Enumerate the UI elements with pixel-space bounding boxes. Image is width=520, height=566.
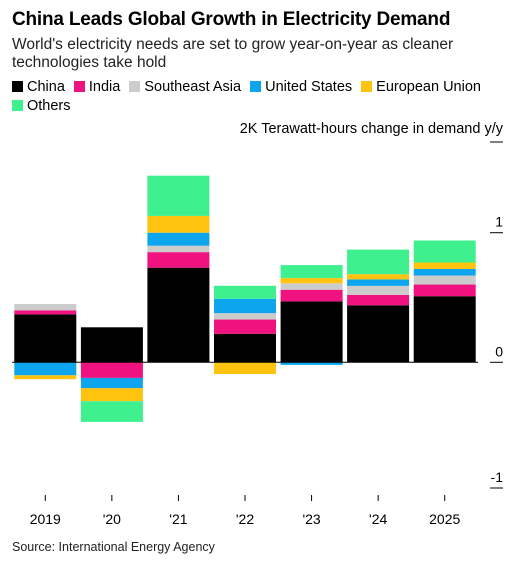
bar-china-20 [80,327,143,363]
bar-european-union-22 [214,362,276,374]
bar-china-23 [280,301,343,363]
legend-item-united-states: United States [250,78,352,97]
legend-label: Southeast Asia [144,79,242,95]
y-tick-label: 1 [495,214,503,230]
chart-subtitle: World's electricity needs are set to gro… [12,36,454,71]
x-tick-label: '20 [103,511,121,527]
x-tick-label: '23 [302,511,320,527]
x-tick-label: 2025 [429,511,460,527]
legend-swatch [129,81,141,92]
bar-others-21 [147,175,210,216]
legend-swatch [73,81,85,92]
bar-european-union-23 [280,278,343,284]
bar-china-2019 [14,314,77,363]
legend-swatch [12,81,23,92]
legend-label: Others [27,98,71,114]
bar-others-2025 [413,240,476,263]
bar-european-union-24 [347,274,410,280]
bar-united-states-22 [214,298,276,314]
bar-european-union-21 [147,215,210,233]
x-tick-label: 2019 [30,511,61,527]
bar-others-24 [347,249,410,275]
bar-china-22 [214,333,276,363]
bar-india-22 [214,319,276,334]
bar-others-23 [280,265,343,279]
bar-united-states-20 [80,377,143,389]
y-tick-label: 0 [495,343,503,359]
legend-swatch [12,100,23,111]
legend-item-southeast-asia: Southeast Asia [129,78,241,97]
x-tick-label: '21 [169,511,187,527]
bar-united-states-2025 [413,269,476,276]
bar-china-2025 [413,296,476,363]
stacked-bar-chart: 2019 '20 '21 '22 '23 '24 2025 1 0 -1 2K Terawatt-h… [12,121,504,527]
bar-india-23 [280,289,343,302]
legend-item-india: India [73,78,121,97]
bar-southeast-asia-22 [214,313,276,320]
legend-label: United States [265,79,353,95]
legend-item-china: China [12,78,65,97]
y-unit-label: 2K Terawatt-hours change in demand y/y [240,121,504,137]
bar-southeast-asia-2025 [413,275,476,285]
bar-european-union-2025 [413,262,476,269]
bar-china-21 [147,267,210,363]
bar-southeast-asia-21 [147,245,210,253]
bar-european-union-20 [80,388,143,402]
bar-india-2019 [14,310,77,315]
bar-india-2025 [413,284,476,297]
legend-item-european-union: European Union [361,78,481,97]
legend-item-others: Others [12,97,71,116]
legend-swatch [250,81,262,92]
bar-southeast-asia-23 [280,283,343,290]
bar-india-24 [347,294,410,306]
legend-swatch [361,81,373,92]
bar-china-24 [347,305,410,363]
bar-european-union-2019 [14,375,77,380]
bar-southeast-asia-24 [347,285,410,295]
legend-label: China [27,79,65,95]
bar-united-states-24 [347,279,410,286]
bar-others-22 [214,285,276,299]
x-tick-label: '22 [236,511,254,527]
bar-india-21 [147,252,210,268]
y-tick-label: -1 [491,469,504,485]
source-note: Source: International Energy Agency [12,540,215,554]
bar-others-20 [80,401,143,422]
bar-united-states-21 [147,232,210,246]
bar-india-20 [80,362,143,378]
bar-southeast-asia-2019 [14,304,77,311]
axis-layer: 2019 '20 '21 '22 '23 '24 2025 1 0 -1 2K Terawatt-h… [12,121,504,527]
chart-title: China Leads Global Growth in Electricity… [12,9,451,30]
legend-label: India [88,79,121,95]
legend: China India Southeast Asia United States Eur… [12,78,512,116]
bar-united-states-2019 [14,362,77,376]
bar-united-states-23 [280,362,343,365]
legend-label: European Union [376,79,481,95]
x-tick-label: '24 [369,511,387,527]
bars-layer [14,175,476,422]
